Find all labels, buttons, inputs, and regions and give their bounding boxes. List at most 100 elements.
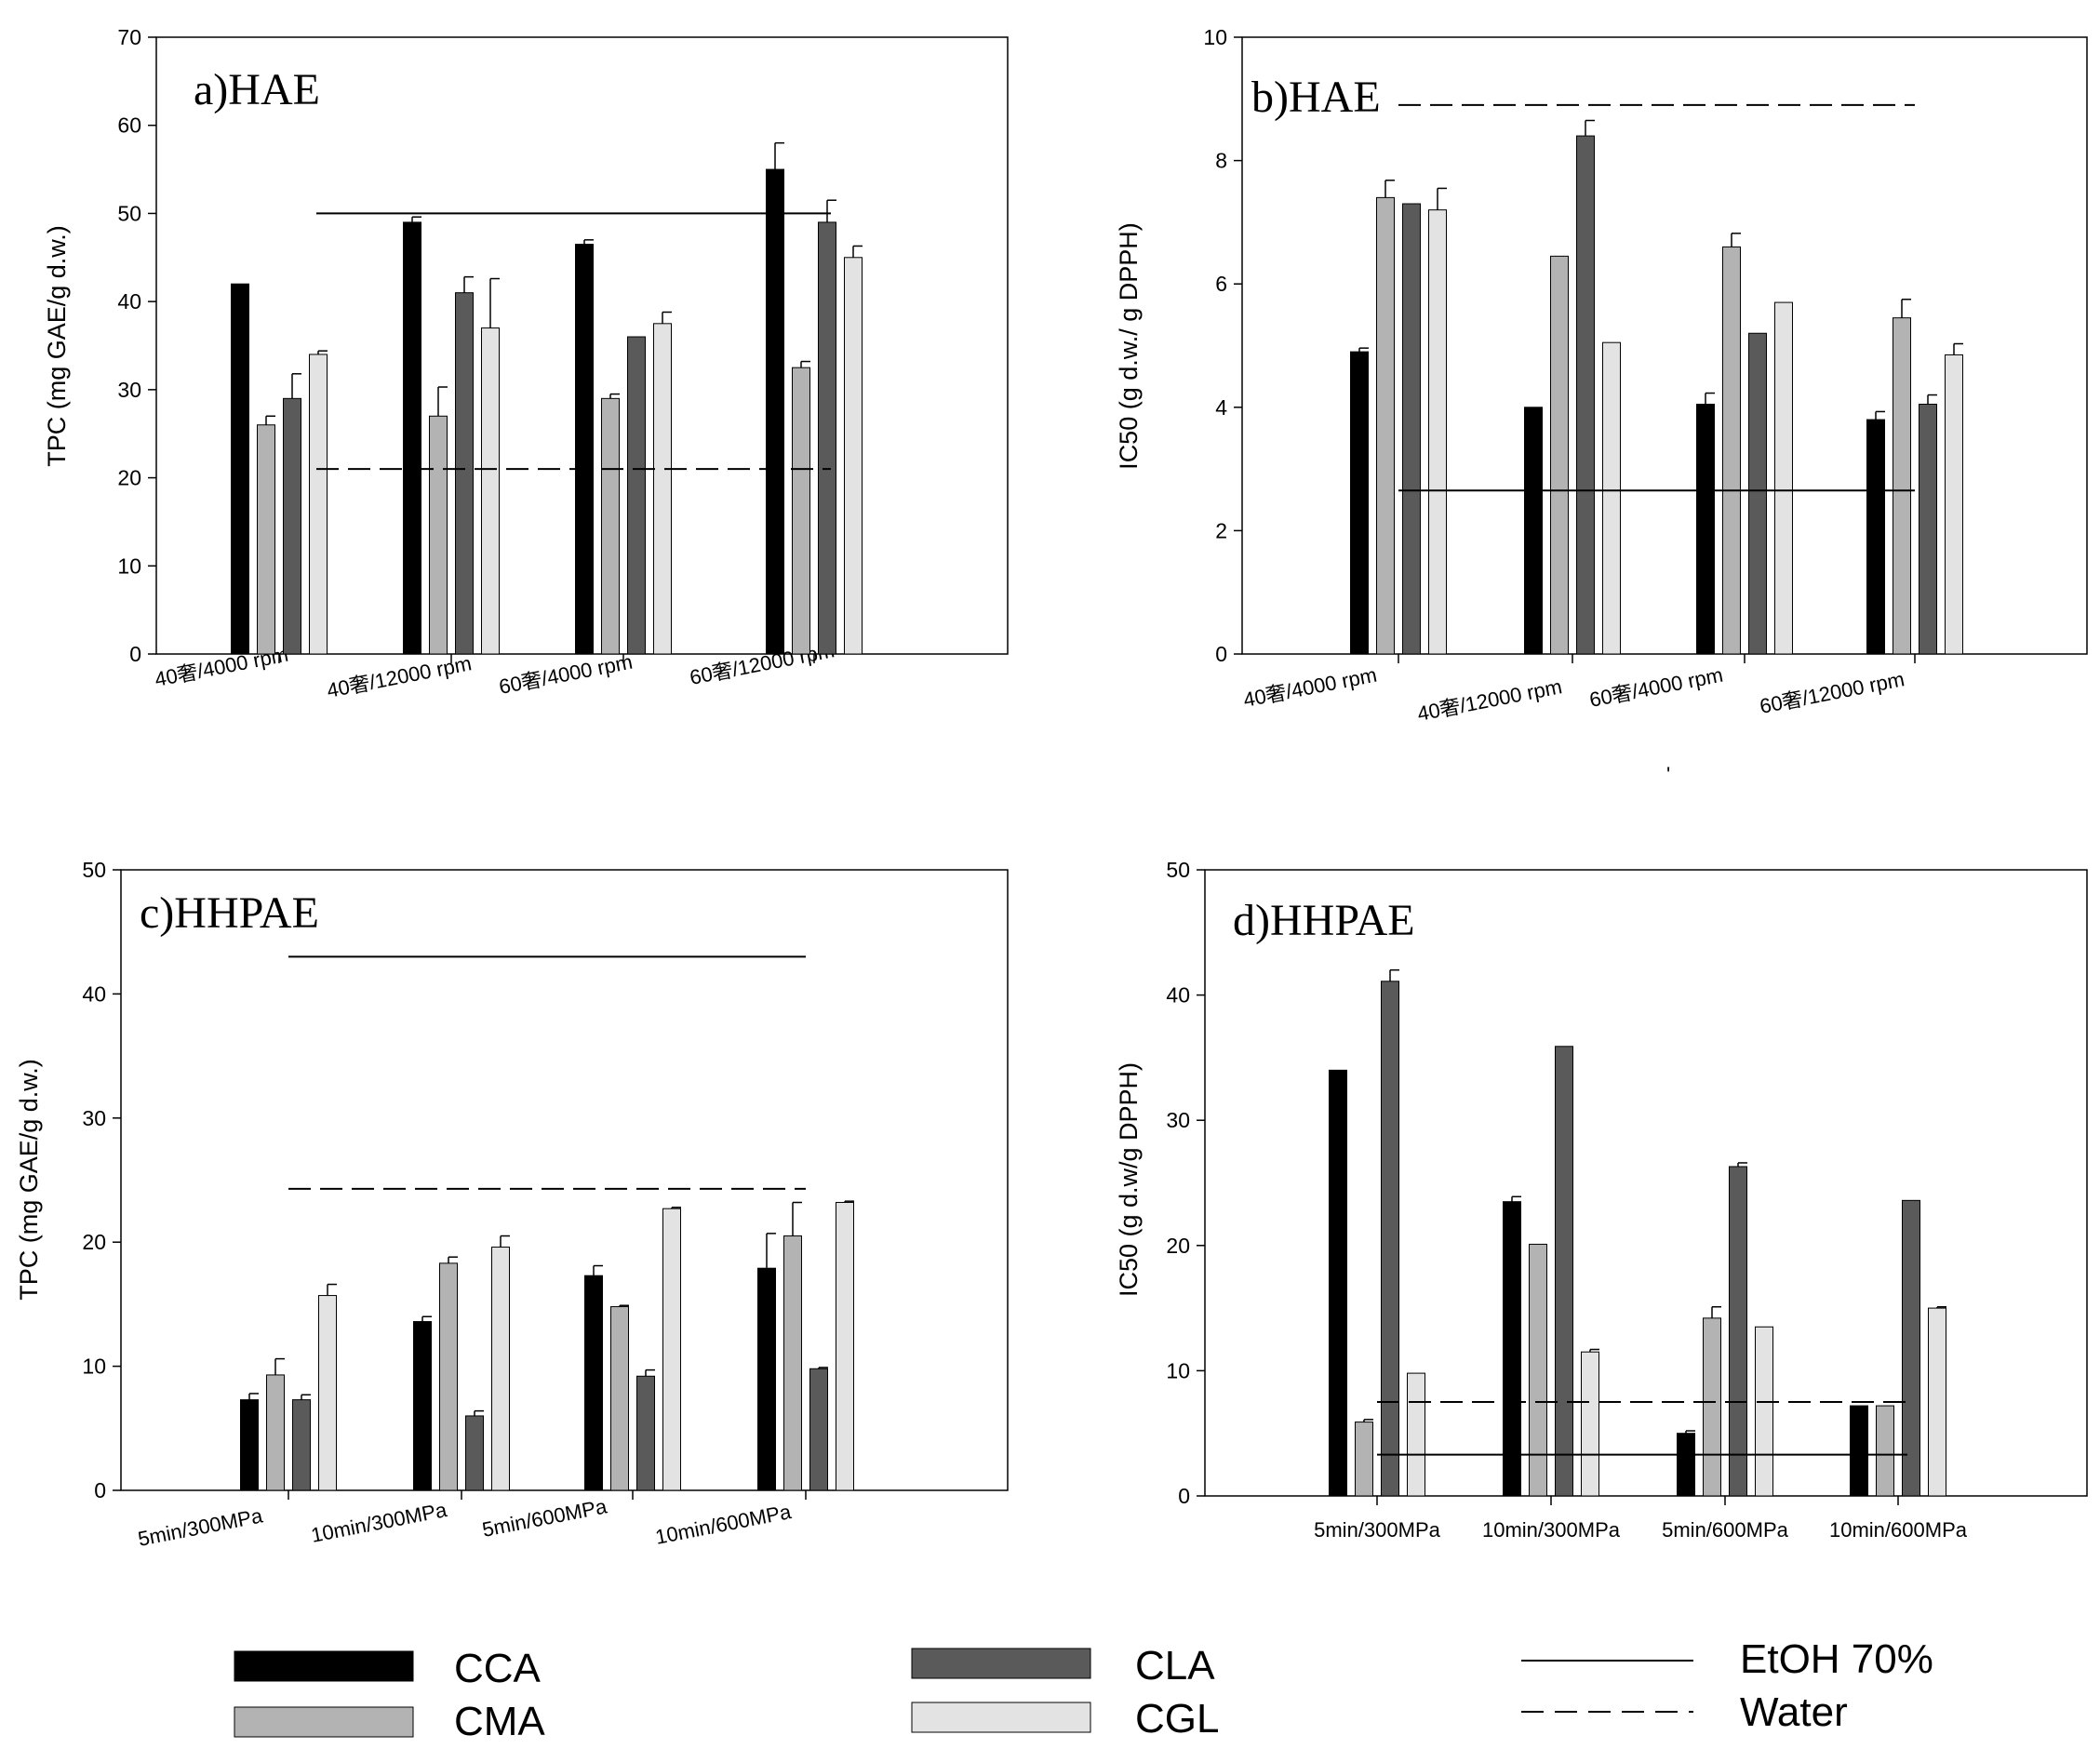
bar-cla [455, 292, 474, 655]
bar-cma [257, 424, 275, 655]
bar-cla [1919, 403, 1937, 655]
legend-label-cca: CCA [454, 1646, 542, 1691]
y-tick-label: 30 [1166, 1108, 1190, 1132]
bar-cgl [1928, 1307, 1946, 1497]
bar-cca [1677, 1433, 1695, 1497]
bar-cla [1402, 203, 1421, 655]
bar-cla [636, 1375, 655, 1491]
bar-cla [809, 1368, 828, 1491]
panel-title: c)HHPAE [140, 888, 319, 938]
y-tick-label: 60 [117, 113, 141, 138]
bar-cca [1850, 1405, 1868, 1497]
category-label: 5min/300MPa [1314, 1518, 1441, 1542]
panel-title: a)HAE [194, 65, 320, 114]
panel-title: d)HHPAE [1233, 896, 1415, 945]
y-tick-label: 10 [1166, 1358, 1190, 1382]
category-label: 10min/600MPa [1829, 1518, 1968, 1542]
chart-panel-4: 0 10 20 30 40 50 IC50 (g d.w/g DPPH) d)HHPAE 5mi… [1115, 858, 2088, 1542]
y-tick-label: 20 [1166, 1234, 1190, 1258]
bar-cgl [844, 257, 863, 655]
legend-label-cgl: CGL [1135, 1696, 1219, 1742]
bar-cgl [653, 323, 672, 655]
y-tick-label: 0 [1215, 642, 1227, 666]
bar-cca [1350, 351, 1369, 655]
bar-cma [1550, 255, 1569, 655]
bar-cma [429, 415, 448, 655]
bar-cma [1876, 1405, 1894, 1497]
bar-cgl [481, 327, 500, 655]
bar-cma [601, 397, 620, 655]
bar-cca [1503, 1201, 1521, 1497]
bar-cla [1902, 1199, 1920, 1497]
bar-cla [283, 397, 301, 655]
category-label: 10min/300MPa [1482, 1518, 1621, 1542]
bar-cca [757, 1267, 776, 1491]
legend-label-etoh: EtOH 70% [1740, 1636, 1933, 1682]
bar-cca [575, 244, 594, 655]
plot-frame [1204, 869, 2088, 1497]
y-tick-label: 20 [82, 1230, 106, 1254]
bar-cla [465, 1415, 484, 1491]
bar-cgl [1945, 354, 1963, 655]
y-tick-label: 40 [117, 289, 141, 314]
y-tick-label: 20 [117, 466, 141, 490]
legend-label-water: Water [1740, 1689, 1848, 1735]
y-tick-label: 0 [129, 642, 141, 666]
bar-cma [1529, 1243, 1547, 1497]
y-tick-label: 30 [82, 1106, 106, 1130]
bar-cca [413, 1321, 432, 1491]
bar-cca [1329, 1069, 1347, 1497]
legend-swatch-cgl [911, 1702, 1091, 1733]
bar-cgl [1755, 1326, 1773, 1497]
y-tick-label: 40 [1166, 983, 1190, 1008]
y-tick-label: 40 [82, 981, 106, 1006]
y-tick-label: 50 [82, 858, 106, 882]
bar-cma [266, 1374, 285, 1491]
y-axis-label: TPC (mg GAE/g d.w.) [43, 225, 71, 467]
bar-cgl [662, 1208, 681, 1491]
bar-cma [1703, 1317, 1721, 1497]
bar-cgl [1407, 1372, 1425, 1497]
bar-cma [1722, 246, 1741, 655]
bar-cma [783, 1235, 802, 1491]
bar-cca [1524, 407, 1543, 655]
bar-cca [1696, 403, 1715, 655]
bar-cgl [1428, 209, 1447, 655]
y-tick-label: 8 [1215, 149, 1227, 173]
legend-swatch-cla [911, 1648, 1091, 1679]
bar-cca [231, 283, 249, 655]
y-tick-label: 10 [82, 1355, 106, 1379]
bar-cgl [309, 354, 328, 655]
bar-cla [1381, 981, 1399, 1497]
bar-cca [240, 1399, 259, 1491]
bar-cgl [491, 1247, 510, 1491]
stray-mark: ' [1666, 763, 1670, 786]
bar-cca [1866, 419, 1885, 655]
bar-cgl [1581, 1351, 1599, 1497]
y-tick-label: 0 [94, 1478, 106, 1502]
bar-cca [403, 221, 421, 655]
bar-cma [1355, 1422, 1373, 1497]
bar-cma [1376, 196, 1395, 655]
bar-cla [818, 221, 836, 655]
bar-cma [792, 367, 810, 655]
bar-cla [292, 1399, 311, 1491]
y-tick-label: 10 [117, 554, 141, 578]
plot-frame [120, 869, 1009, 1491]
bar-cgl [1774, 301, 1793, 655]
panel-title: b)HAE [1251, 73, 1381, 122]
y-tick-label: 0 [1178, 1484, 1190, 1508]
legend-label-cla: CLA [1135, 1643, 1215, 1689]
y-tick-label: 10 [1203, 25, 1227, 49]
bar-cca [584, 1275, 603, 1491]
legend-swatch-cca [234, 1650, 414, 1682]
legend-swatch-cma [234, 1706, 414, 1738]
plot-frame [1241, 36, 2088, 655]
y-axis-label: TPC (mg GAE/g d.w.) [15, 1059, 43, 1301]
legend-label-cma: CMA [454, 1699, 545, 1744]
bar-cgl [836, 1202, 854, 1491]
legend: CCA CMA CLA CGL EtOH 70% Water [234, 1636, 1933, 1744]
y-tick-label: 50 [1166, 858, 1190, 882]
bar-cla [1555, 1046, 1573, 1497]
